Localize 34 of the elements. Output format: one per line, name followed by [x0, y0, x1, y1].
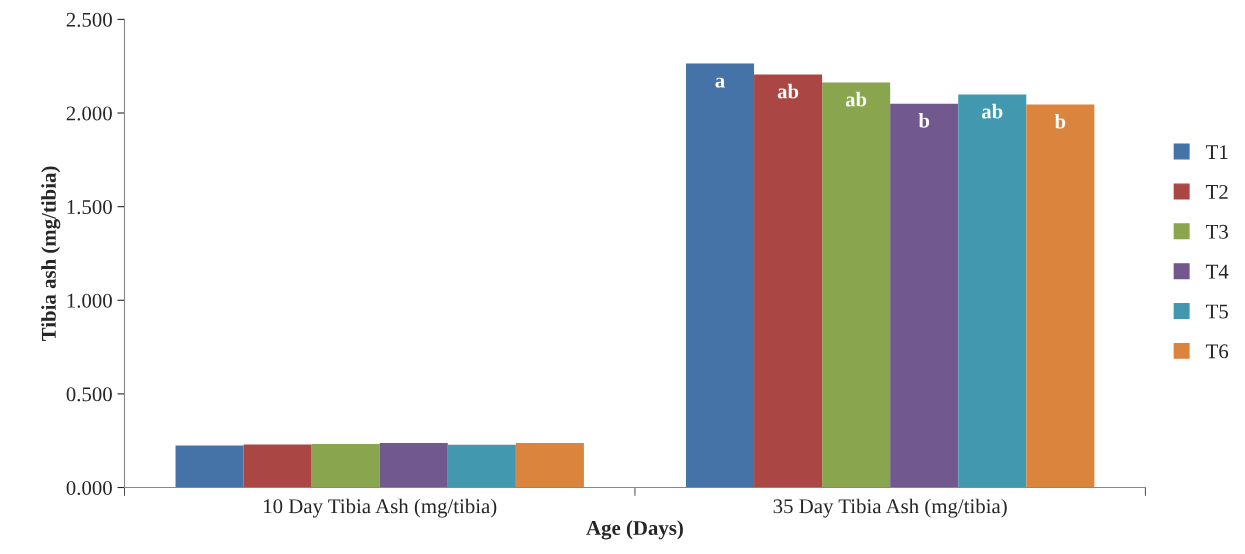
data-label: b	[918, 113, 930, 128]
data-label: ab	[981, 103, 1003, 119]
data-label: a	[715, 77, 725, 88]
legend-label: T3	[1205, 224, 1228, 239]
data-label: ab	[777, 83, 799, 99]
y-tick-label: 2.500	[66, 12, 112, 27]
y-tick-label: 0.000	[66, 480, 112, 496]
y-tick-label: 0.500	[66, 387, 112, 402]
legend-label: T1	[1205, 145, 1228, 159]
data-label: ab	[845, 91, 867, 107]
y-axis-title: Tibia ash (mg/tibia)	[41, 166, 61, 341]
legend-label: T5	[1205, 304, 1228, 319]
legend-label: T6	[1205, 344, 1229, 359]
x-tick-label: 10 Day Tibia Ash (mg/tibia)	[264, 498, 497, 518]
bar	[311, 444, 380, 488]
bar	[754, 74, 823, 488]
y-tick-label: 2.000	[66, 106, 112, 121]
y-tick-label: 1.500	[67, 200, 112, 215]
bar	[447, 444, 516, 488]
legend-label: T2	[1205, 184, 1228, 199]
x-tick-label: 35 Day Tibia Ash (mg/tibia)	[773, 498, 1007, 518]
bar	[515, 442, 584, 488]
y-tick-label: 1.000	[67, 293, 112, 308]
bar	[243, 444, 312, 488]
data-label: b	[1054, 113, 1066, 129]
bar	[958, 94, 1027, 488]
bar	[1026, 104, 1095, 488]
x-axis-title: Age (Days)	[586, 520, 683, 540]
bar	[379, 442, 448, 488]
bar	[175, 445, 244, 488]
legend-label: T4	[1205, 264, 1229, 279]
bar	[890, 103, 959, 488]
bar	[822, 82, 891, 488]
bar	[685, 63, 755, 488]
